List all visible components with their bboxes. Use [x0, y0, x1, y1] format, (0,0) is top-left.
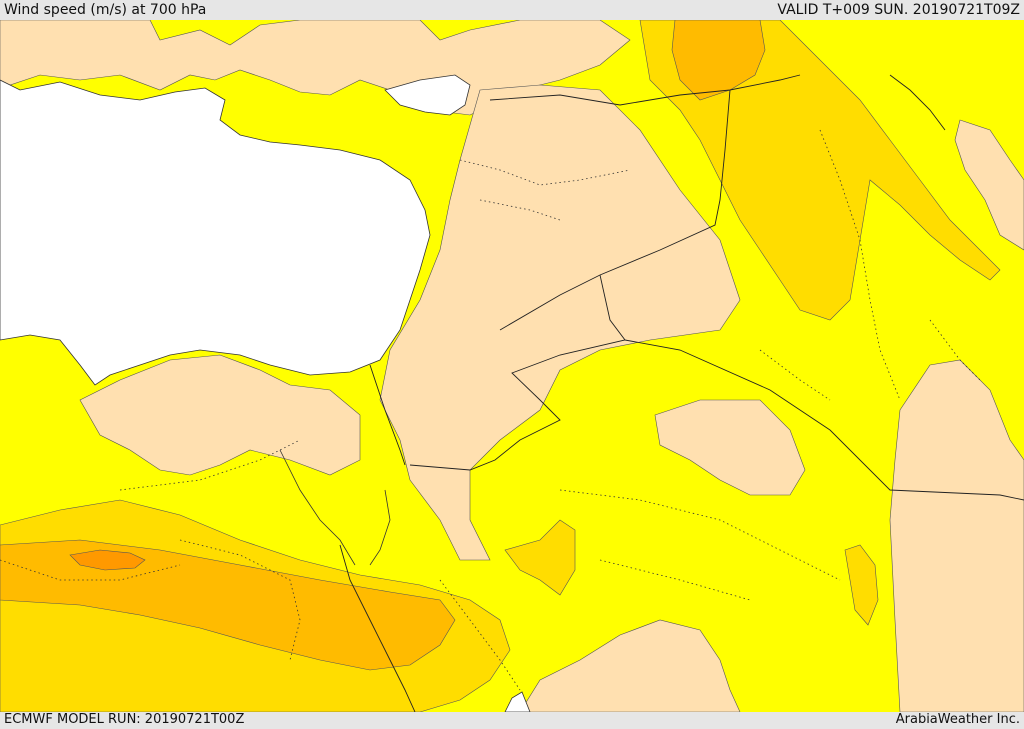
sea-red-sea-tip [504, 691, 531, 712]
calm-area-gulf [954, 119, 1024, 251]
calm-area-central-arabia [654, 399, 806, 496]
wind-speed-map[interactable] [0, 20, 1024, 712]
wind-band-gold-arabia [504, 519, 576, 596]
river-lines [279, 449, 391, 566]
map-canvas [0, 20, 1024, 712]
map-header: Wind speed (m/s) at 700 hPa VALID T+009 … [0, 0, 1024, 20]
calm-area-south [519, 619, 741, 712]
valid-time: VALID T+009 SUN. 20190721T09Z [777, 2, 1020, 18]
map-title: Wind speed (m/s) at 700 hPa [4, 2, 207, 18]
wind-band-orange-core [69, 549, 146, 571]
sea-black-sea [384, 74, 471, 116]
wind-band-amber-north-africa [0, 539, 456, 671]
model-run-label: ECMWF MODEL RUN: 20190721T00Z [4, 712, 245, 727]
wind-band-gold-east [844, 544, 879, 626]
map-footer: ECMWF MODEL RUN: 20190721T00Z ArabiaWeat… [0, 712, 1024, 729]
calm-area-egypt [79, 354, 361, 476]
credit-label: ArabiaWeather Inc. [895, 712, 1020, 727]
sea-mediterranean [0, 79, 431, 386]
country-borders [339, 74, 1024, 712]
calm-area-east-arabia [889, 359, 1024, 712]
admin-borders [0, 129, 981, 691]
